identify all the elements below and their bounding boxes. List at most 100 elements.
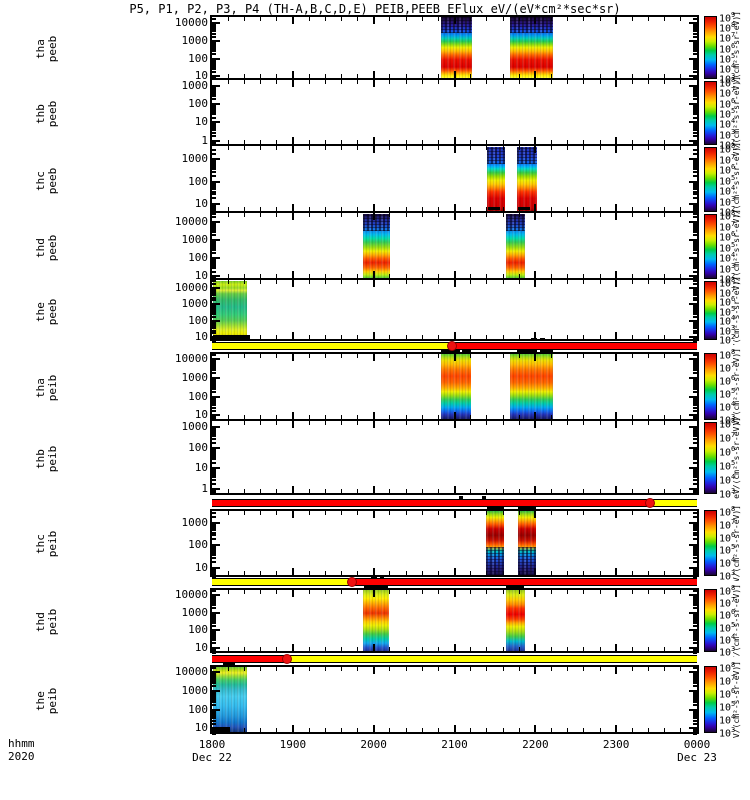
tick xyxy=(693,249,697,252)
tick xyxy=(291,71,294,78)
tick xyxy=(212,35,216,38)
tick xyxy=(372,354,375,361)
colorbar-tick-label: 105 xyxy=(719,387,736,401)
panel-label: thc peib xyxy=(34,530,59,558)
tick xyxy=(437,207,439,211)
status-bar-segment xyxy=(212,500,650,506)
tick xyxy=(648,335,649,339)
tick xyxy=(693,299,697,302)
tick xyxy=(212,111,216,114)
tick xyxy=(693,252,697,255)
tick xyxy=(212,18,216,21)
tick xyxy=(615,511,618,518)
tick xyxy=(357,17,358,21)
tick xyxy=(631,421,633,425)
tick xyxy=(693,729,697,732)
tick xyxy=(212,209,216,212)
tick xyxy=(260,146,261,150)
tick xyxy=(212,554,216,557)
tick xyxy=(276,213,278,217)
tick xyxy=(693,597,697,600)
tick xyxy=(486,140,488,144)
status-bar-segment xyxy=(212,343,452,349)
tick xyxy=(421,728,423,732)
tick xyxy=(470,489,472,493)
tick xyxy=(372,146,375,153)
tick xyxy=(227,590,229,594)
tick xyxy=(693,490,697,493)
tick xyxy=(693,67,697,70)
tick xyxy=(664,213,666,217)
tick xyxy=(212,629,220,632)
tick xyxy=(693,492,697,495)
tick xyxy=(693,619,697,622)
tick xyxy=(693,353,697,356)
colorbar-tick-label: 103 xyxy=(719,645,736,659)
tick xyxy=(453,204,456,211)
tick xyxy=(693,624,697,627)
tick xyxy=(212,648,216,651)
tick xyxy=(689,336,697,339)
tick xyxy=(680,146,682,150)
tick xyxy=(599,280,601,284)
tick xyxy=(212,50,216,53)
tick xyxy=(689,220,697,223)
tick xyxy=(212,59,216,62)
tick xyxy=(340,140,342,144)
tick xyxy=(693,372,697,375)
tick xyxy=(693,700,697,703)
tick xyxy=(693,280,697,283)
tick xyxy=(583,74,585,78)
tick xyxy=(212,70,216,73)
colorbar-tick-label: 105 xyxy=(719,107,736,121)
tick xyxy=(693,26,697,29)
spectrogram-patch xyxy=(517,147,537,211)
tick xyxy=(276,140,278,144)
tick xyxy=(389,335,391,339)
tick xyxy=(212,240,216,243)
tick xyxy=(324,213,326,217)
tick xyxy=(470,590,472,594)
tick xyxy=(421,280,423,284)
tick xyxy=(212,32,216,35)
tick xyxy=(631,647,633,651)
tick xyxy=(212,294,216,297)
tick xyxy=(212,595,216,598)
tick xyxy=(276,280,278,284)
tick xyxy=(212,270,216,273)
y-tick-label: 1000 xyxy=(181,297,209,311)
tick xyxy=(693,453,697,456)
tick xyxy=(689,203,697,206)
tick xyxy=(212,550,216,553)
tick xyxy=(615,354,618,361)
tick xyxy=(243,207,245,211)
tick xyxy=(693,617,697,620)
tick xyxy=(212,635,216,638)
tick xyxy=(631,571,633,575)
tick xyxy=(693,402,697,405)
tick xyxy=(212,598,216,601)
tick xyxy=(308,590,310,594)
tick xyxy=(680,647,682,651)
tick xyxy=(664,146,666,150)
tick xyxy=(693,86,697,89)
tick xyxy=(693,143,697,146)
tick xyxy=(693,65,697,68)
tick xyxy=(340,667,342,671)
tick xyxy=(405,74,407,78)
tick xyxy=(212,651,216,654)
tick xyxy=(372,412,375,419)
tick xyxy=(693,534,697,537)
tick xyxy=(486,274,488,278)
tick xyxy=(260,728,261,732)
tick xyxy=(437,511,439,515)
tick xyxy=(599,17,601,21)
tick xyxy=(243,571,245,575)
tick xyxy=(693,391,697,394)
tick xyxy=(389,274,391,278)
tick xyxy=(664,335,666,339)
tick xyxy=(212,366,216,369)
tick xyxy=(308,728,310,732)
tick xyxy=(648,647,649,651)
tick xyxy=(389,146,391,150)
